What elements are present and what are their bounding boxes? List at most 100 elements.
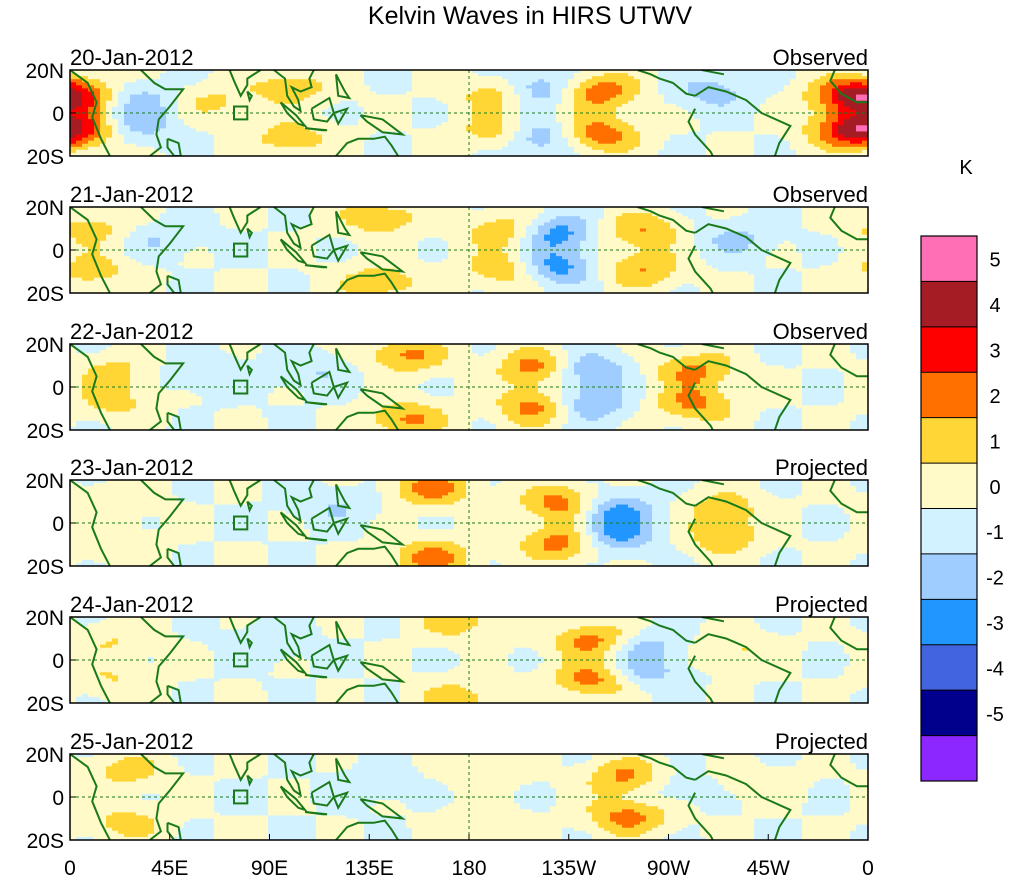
field-cell	[148, 94, 155, 99]
field-cell	[478, 82, 485, 86]
field-cell	[622, 128, 629, 133]
field-cell	[862, 109, 868, 114]
field-cell	[424, 113, 431, 117]
field-cell	[82, 134, 89, 139]
field-cell	[682, 219, 689, 223]
field-cell	[622, 103, 629, 108]
field-cell	[802, 122, 809, 126]
field-cell	[472, 97, 479, 102]
field-cell	[718, 216, 725, 220]
coastline	[637, 70, 696, 97]
field-cell	[172, 231, 179, 236]
field-cell	[742, 213, 749, 217]
field-cell	[460, 207, 467, 211]
field-cell	[802, 106, 809, 111]
field-cell	[700, 119, 707, 123]
field-cell	[526, 228, 533, 233]
field-cell	[196, 225, 203, 230]
field-cell	[370, 210, 377, 214]
field-cell	[178, 100, 185, 105]
field-cell	[88, 103, 95, 108]
field-cell	[550, 131, 557, 136]
field-cell	[154, 152, 161, 156]
field-cell	[100, 116, 107, 120]
field-cell	[700, 109, 707, 114]
field-cell	[118, 213, 125, 217]
field-cell	[160, 97, 167, 102]
field-cell	[826, 113, 833, 117]
field-cell	[514, 79, 521, 83]
field-cell	[754, 225, 761, 230]
field-cell	[490, 228, 497, 233]
field-cell	[772, 143, 779, 148]
field-cell	[352, 106, 359, 111]
field-cell	[364, 88, 371, 93]
field-cell	[586, 109, 593, 114]
field-cell	[676, 70, 683, 74]
field-cell	[838, 116, 845, 120]
field-cell	[604, 152, 611, 156]
field-cell	[436, 222, 443, 227]
field-cell	[514, 225, 521, 230]
field-cell	[694, 219, 701, 223]
field-cell	[472, 216, 479, 220]
field-cell	[352, 76, 359, 80]
field-cell	[796, 73, 803, 77]
field-cell	[364, 125, 371, 129]
field-cell	[604, 91, 611, 96]
field-cell	[844, 207, 851, 211]
field-cell	[676, 231, 683, 236]
field-cell	[436, 137, 443, 142]
field-cell	[592, 222, 599, 227]
field-cell	[628, 97, 635, 102]
field-cell	[226, 131, 233, 136]
field-cell	[730, 88, 737, 93]
field-cell	[526, 82, 533, 86]
field-cell	[502, 137, 509, 142]
field-cell	[718, 70, 725, 74]
field-cell	[760, 97, 767, 102]
field-cell	[268, 125, 275, 129]
field-cell	[652, 207, 659, 211]
field-cell	[370, 231, 377, 236]
field-cell	[340, 76, 347, 80]
field-cell	[460, 122, 467, 126]
field-cell	[178, 116, 185, 120]
field-cell	[820, 131, 827, 136]
field-cell	[184, 70, 191, 74]
field-cell	[256, 219, 263, 223]
field-cell	[592, 231, 599, 236]
field-cell	[292, 122, 299, 126]
field-cell	[304, 152, 311, 156]
field-cell	[748, 216, 755, 220]
field-cell	[172, 210, 179, 214]
field-cell	[814, 70, 821, 74]
field-cell	[304, 91, 311, 96]
field-cell	[454, 225, 461, 230]
field-cell	[832, 146, 839, 151]
field-cell	[478, 85, 485, 90]
field-cell	[250, 213, 257, 217]
field-cell	[454, 91, 461, 96]
field-cell	[682, 231, 689, 236]
field-cell	[700, 231, 707, 236]
field-cell	[670, 119, 677, 123]
field-cell	[808, 106, 815, 111]
field-cell	[220, 231, 227, 236]
field-cell	[544, 94, 551, 99]
field-cell	[322, 94, 329, 99]
field-cell	[118, 109, 125, 114]
field-cell	[130, 137, 137, 142]
field-cell	[346, 88, 353, 93]
field-cell	[676, 225, 683, 230]
field-cell	[352, 82, 359, 86]
field-cell	[796, 222, 803, 227]
field-cell	[100, 109, 107, 114]
field-cell	[442, 128, 449, 133]
field-cell	[94, 116, 101, 120]
field-cell	[142, 131, 149, 136]
field-cell	[826, 228, 833, 233]
field-cell	[598, 228, 605, 233]
field-cell	[736, 82, 743, 86]
field-cell	[802, 210, 809, 214]
